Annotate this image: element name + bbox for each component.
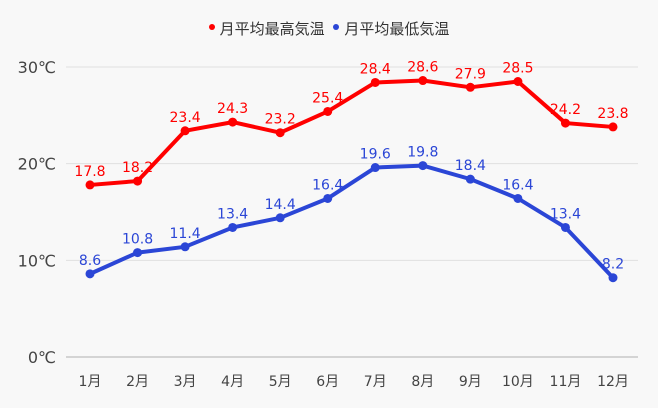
data-value-label: 23.2 [265,112,296,128]
data-value-label: 19.6 [360,147,391,163]
data-value-label: 24.2 [550,102,581,118]
data-value-label: 28.4 [360,61,391,77]
x-tick-label: 1月 [79,374,102,390]
gridlines [66,66,638,358]
data-value-label: 19.8 [407,145,438,161]
legend-item-min-temp[interactable]: 月平均最低気温 [333,18,449,39]
x-tick-label: 2月 [126,374,149,390]
data-value-label: 27.9 [455,66,486,82]
data-value-label: 23.4 [170,110,201,126]
data-point-marker[interactable] [323,106,333,116]
data-value-label: 13.4 [550,206,581,222]
data-point-marker[interactable] [85,180,95,190]
data-value-label: 25.4 [312,90,343,106]
max-temp-line [88,78,615,187]
x-tick-label: 4月 [221,374,244,390]
x-tick-label: 6月 [316,374,339,390]
data-point-marker[interactable] [133,176,143,186]
y-tick-label: 30℃ [18,58,56,77]
legend-marker-red-dot-icon [208,23,215,30]
data-point-marker[interactable] [180,126,190,136]
data-point-marker[interactable] [370,163,380,173]
data-value-label: 16.4 [312,177,343,193]
x-tick-label: 10月 [502,374,534,390]
data-point-marker[interactable] [465,82,475,92]
x-tick-label: 11月 [550,374,582,390]
data-point-marker[interactable] [275,128,285,138]
x-tick-label: 12月 [597,374,629,390]
series-layer [85,76,618,283]
data-value-label: 8.2 [602,257,624,273]
data-value-label: 14.4 [265,197,296,213]
y-tick-label: 20℃ [18,155,56,174]
y-axis: 0℃ 10℃ 20℃ 30℃ [18,58,56,367]
x-tick-label: 5月 [269,374,292,390]
data-point-marker[interactable] [370,77,380,87]
legend-label: 月平均最高気温 [219,20,325,38]
legend-item-max-temp[interactable]: 月平均最高気温 [208,18,325,39]
legend-marker-blue-dot-icon [333,23,340,30]
data-point-marker[interactable] [133,248,143,258]
data-value-label: 24.3 [217,101,248,117]
x-tick-label: 8月 [411,374,434,390]
data-point-marker[interactable] [418,161,428,171]
data-value-label: 18.2 [122,160,153,176]
data-value-label: 10.8 [122,232,153,248]
data-point-marker[interactable] [560,118,570,128]
x-tick-label: 7月 [364,374,387,390]
y-tick-label: 0℃ [28,348,56,367]
x-tick-label: 3月 [174,374,197,390]
data-point-marker[interactable] [513,77,523,86]
data-point-marker[interactable] [228,222,238,232]
data-point-marker[interactable] [465,174,475,184]
data-point-marker[interactable] [608,273,618,283]
data-value-label: 13.4 [217,206,248,222]
data-value-label: 17.8 [74,164,105,180]
y-tick-label: 10℃ [18,251,56,270]
data-point-marker[interactable] [228,117,238,127]
data-value-label: 18.4 [455,158,486,174]
x-axis: 1月 2月 3月 4月 5月 6月 7月 8月 9月 10月 11月 12月 [79,374,629,390]
data-point-marker[interactable] [418,76,428,86]
data-value-label: 8.6 [79,253,101,269]
data-value-label: 28.6 [407,60,438,76]
data-point-marker[interactable] [323,193,333,203]
data-labels: 17.8 18.2 23.4 24.3 23.2 25.4 28.4 28.6 27.9 28.5… [74,60,628,273]
legend-label: 月平均最低気温 [344,20,450,38]
data-value-label: 16.4 [502,177,533,193]
data-point-marker[interactable] [560,222,570,232]
data-value-label: 28.5 [502,61,533,77]
data-value-label: 11.4 [170,226,201,242]
data-point-marker[interactable] [275,213,285,223]
chart-legend: 月平均最高気温 月平均最低気温 [0,18,658,39]
x-tick-label: 9月 [459,374,482,390]
data-value-label: 23.8 [597,106,628,122]
data-point-marker[interactable] [513,193,523,203]
data-point-marker[interactable] [85,269,95,279]
data-point-marker[interactable] [608,122,618,132]
min-temp-line [88,163,615,280]
data-point-marker[interactable] [180,242,190,252]
